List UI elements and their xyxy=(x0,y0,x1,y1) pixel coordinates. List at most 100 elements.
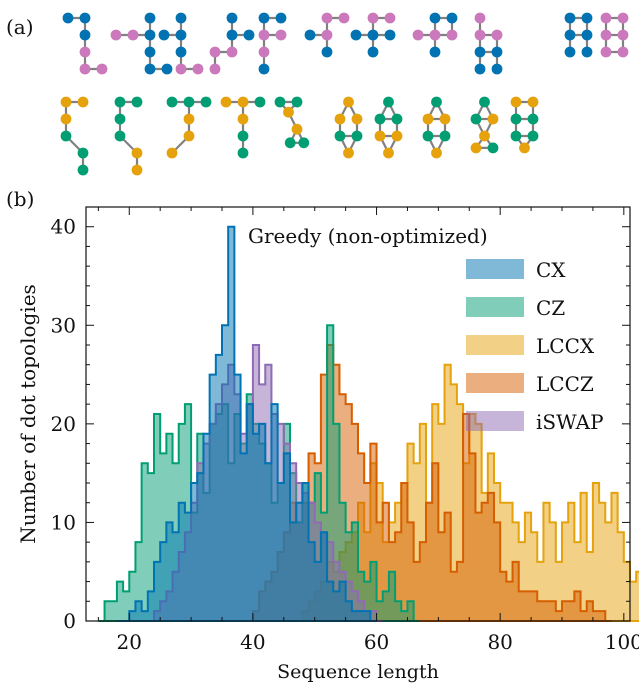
graph-node xyxy=(79,46,91,58)
graph-node xyxy=(321,29,333,41)
graph-node xyxy=(77,147,89,159)
graph-node xyxy=(175,29,187,41)
graph-node xyxy=(391,113,403,125)
graph-node xyxy=(298,137,310,149)
topology-graph xyxy=(510,96,539,154)
graph-node xyxy=(131,96,143,108)
graph-node xyxy=(470,113,482,125)
topology-graph xyxy=(304,12,350,58)
graph-node xyxy=(527,96,539,108)
graph-node xyxy=(338,12,350,24)
graph-node xyxy=(491,46,503,58)
topology-graph xyxy=(600,12,629,58)
graph-node xyxy=(275,12,287,24)
graph-node xyxy=(367,12,379,24)
x-tick-label: 20 xyxy=(117,630,142,654)
y-tick-label: 0 xyxy=(63,609,76,633)
graph-node xyxy=(374,130,386,142)
y-tick-label: 30 xyxy=(51,313,76,337)
graph-node xyxy=(321,46,333,58)
graph-node xyxy=(351,113,363,125)
topology-graph xyxy=(158,12,204,75)
graph-node xyxy=(291,123,303,135)
y-axis-label: Number of dot topologies xyxy=(16,284,40,544)
legend-swatch-lccz xyxy=(466,373,524,393)
graph-node xyxy=(114,96,126,108)
graph-node xyxy=(429,29,441,41)
x-tick-label: 60 xyxy=(364,630,389,654)
topology-graph xyxy=(474,12,503,75)
legend-swatch-lccx xyxy=(466,335,524,355)
graph-node xyxy=(383,96,394,108)
legend-swatch-cx xyxy=(466,259,524,279)
plot-frame xyxy=(85,206,631,622)
graph-node xyxy=(351,130,363,142)
graph-node xyxy=(334,130,346,142)
graph-node xyxy=(600,12,612,24)
y-tick-label: 10 xyxy=(51,510,76,534)
graph-node xyxy=(158,29,170,41)
graph-node xyxy=(175,63,187,75)
graph-node xyxy=(226,12,238,24)
graph-node xyxy=(564,29,576,41)
axes: 20 40 60 80 100 0 10 20 30 40 xyxy=(51,206,639,654)
dot-topology-graphs xyxy=(60,12,629,176)
graph-node xyxy=(79,12,91,24)
panel-a-label: (a) xyxy=(6,15,34,39)
histogram-cx xyxy=(116,225,377,622)
graph-node xyxy=(258,63,270,75)
graph-node xyxy=(175,12,187,24)
legend-swatch-iswap xyxy=(466,411,524,431)
graph-node xyxy=(131,164,143,176)
legend: CX CZ LCCX LCCZ iSWAP xyxy=(466,258,604,434)
graph-node xyxy=(79,63,91,75)
graph-node xyxy=(564,46,576,58)
legend-swatch-cz xyxy=(466,297,524,317)
topology-graph xyxy=(209,12,255,75)
graph-node xyxy=(275,29,287,41)
graph-node xyxy=(226,29,238,41)
graph-node xyxy=(243,29,255,41)
y-tick-label: 20 xyxy=(51,412,76,436)
graph-node xyxy=(77,164,89,176)
graph-node xyxy=(114,113,126,125)
graph-node xyxy=(350,29,362,41)
graph-node xyxy=(491,63,503,75)
topology-graph xyxy=(412,12,458,58)
histogram-series xyxy=(98,225,639,622)
graph-node xyxy=(479,96,490,108)
topology-graph xyxy=(62,12,108,75)
graph-node xyxy=(374,113,386,125)
topology-graph xyxy=(274,96,310,149)
graph-node xyxy=(384,12,396,24)
topology-graph xyxy=(470,96,499,154)
graph-node xyxy=(258,29,270,41)
graph-node xyxy=(254,96,266,108)
legend-label-cz: CZ xyxy=(536,296,565,320)
graph-node xyxy=(439,113,451,125)
topology-graph xyxy=(422,96,451,159)
graph-node xyxy=(60,130,72,142)
graph-node xyxy=(131,147,143,159)
graph-node xyxy=(422,130,434,142)
graph-node xyxy=(446,12,458,24)
topology-graph xyxy=(114,96,143,176)
graph-node xyxy=(510,96,522,108)
graph-node xyxy=(487,113,499,125)
graph-node xyxy=(60,96,72,108)
graph-node xyxy=(62,12,74,24)
graph-node xyxy=(274,96,286,108)
graph-node xyxy=(192,63,204,75)
graph-node xyxy=(383,147,394,159)
graph-node xyxy=(491,29,503,41)
topology-graph xyxy=(350,12,396,58)
graph-node xyxy=(209,63,221,75)
graph-node xyxy=(564,12,576,24)
graph-node xyxy=(429,46,441,58)
graph-node xyxy=(258,12,270,24)
graph-node xyxy=(600,46,612,58)
graph-node xyxy=(474,29,486,41)
graph-node xyxy=(479,130,490,142)
graph-node xyxy=(79,29,91,41)
graph-node xyxy=(209,46,221,58)
